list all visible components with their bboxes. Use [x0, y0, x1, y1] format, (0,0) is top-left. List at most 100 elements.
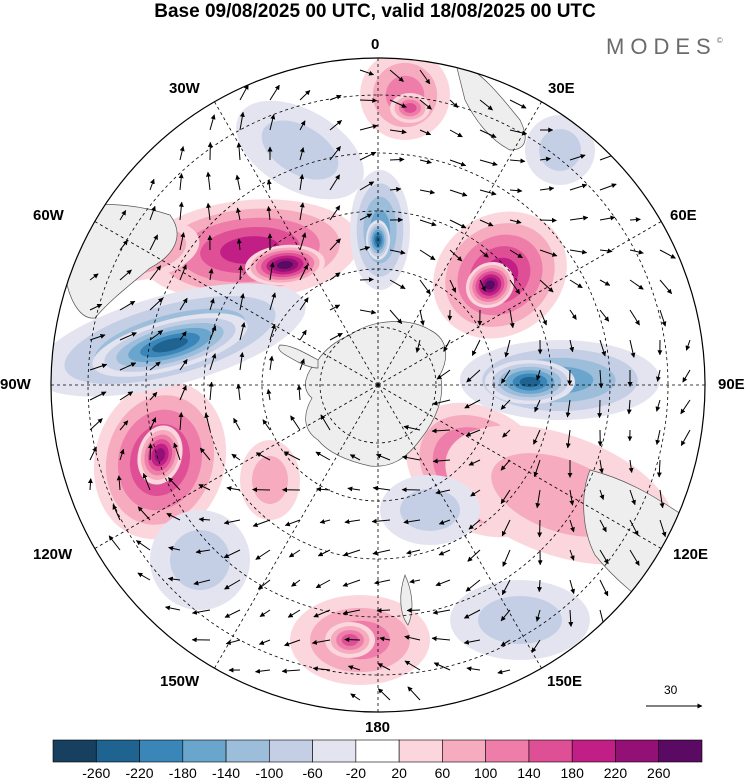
wind-arrow: [89, 273, 99, 281]
wind-arrow: [284, 519, 301, 527]
logo-mark: ©: [716, 36, 723, 45]
anomaly-contour: [154, 448, 166, 462]
wind-arrow: [629, 549, 640, 566]
wind-arrow: [470, 489, 481, 497]
wind-arrow: [208, 268, 214, 281]
wind-arrow: [252, 519, 271, 527]
wind-arrow: [432, 609, 451, 615]
wind-arrow: [599, 579, 609, 597]
wind-arrow: [119, 448, 125, 461]
lon-label-60w: 60W: [33, 207, 64, 224]
wind-arrow: [359, 69, 375, 76]
wind-arrow: [479, 189, 497, 196]
wind-arrow: [569, 339, 575, 353]
wind-arrow: [539, 156, 552, 162]
wind-arrow: [329, 174, 341, 191]
wind-arrow: [404, 635, 421, 641]
meridian-line: [94, 221, 379, 386]
wind-arrow: [299, 202, 305, 221]
meridian-line: [214, 384, 379, 669]
wind-arrow: [372, 549, 391, 556]
wind-arrow: [137, 506, 151, 521]
wind-arrow: [419, 219, 437, 227]
wind-arrow: [209, 114, 216, 131]
colorbar-tick-label: -180: [168, 765, 197, 781]
lon-label-180: 180: [365, 719, 391, 736]
wind-arrow: [419, 69, 431, 85]
wind-arrow: [173, 442, 181, 461]
anomaly-contour: [400, 489, 460, 531]
colorbar-swatch: [442, 739, 486, 763]
wind-arrow: [629, 217, 641, 223]
wind-arrow: [119, 332, 137, 341]
colorbar-swatch: [269, 739, 313, 763]
wind-arrow: [659, 519, 667, 538]
wind-arrow: [431, 636, 451, 642]
wind-arrow: [539, 279, 554, 293]
wind-arrow: [235, 174, 241, 191]
wind-arrow: [629, 309, 640, 326]
wind-arrow: [372, 485, 391, 491]
anomaly-contour: [539, 129, 581, 171]
wind-arrow: [239, 111, 245, 131]
wind-arrow: [178, 173, 184, 191]
wind-arrow: [116, 475, 122, 491]
antarctica: [305, 321, 446, 467]
wind-arrow: [343, 549, 361, 557]
south-america: [65, 204, 178, 319]
wind-arrow: [374, 579, 391, 585]
wind-arrow: [599, 549, 609, 565]
wind-arrow: [208, 381, 214, 401]
meridian-line: [377, 101, 542, 386]
wind-arrow: [112, 504, 121, 521]
wind-arrow: [389, 279, 406, 290]
wind-arrow: [659, 249, 676, 259]
wind-arrow: [628, 459, 634, 473]
wind-arrow: [89, 303, 103, 311]
wind-arrow: [299, 232, 307, 251]
wind-arrow: [135, 540, 151, 551]
wind-arrow: [178, 412, 184, 431]
colorbar-tick-label: 100: [473, 765, 498, 781]
wind-arrow: [344, 519, 361, 525]
anomaly-contour: [403, 103, 417, 113]
wind-arrow: [371, 518, 391, 524]
wind-arrow: [534, 399, 541, 413]
wind-arrow: [535, 609, 541, 622]
map-title: Base 09/08/2025 00 UTC, valid 18/08/2025…: [154, 1, 596, 22]
wind-arrow: [179, 146, 185, 161]
wind-arrow: [329, 238, 341, 251]
wind-arrow: [655, 399, 661, 412]
colorbar-swatch: [398, 739, 443, 763]
wind-arrow: [465, 429, 481, 437]
wind-arrow: [168, 477, 181, 491]
wind-arrow: [329, 205, 341, 221]
colorbar-tick-label: -260: [82, 765, 111, 781]
latitude-circle: [319, 326, 437, 444]
wind-arrow: [198, 484, 211, 491]
wind-arrow: [659, 489, 665, 509]
wind-arrow: [233, 417, 241, 431]
colorbar-tick-label: -220: [125, 765, 154, 781]
wind-arrow: [432, 458, 451, 464]
latitude-circle: [145, 152, 611, 618]
wind-arrow: [501, 519, 511, 537]
wind-arrow: [179, 331, 187, 341]
wind-arrow: [329, 94, 342, 101]
colorbar-swatch: [182, 739, 227, 763]
wind-arrow: [149, 297, 164, 311]
wind-arrow: [509, 158, 526, 164]
wind-arrow: [598, 459, 604, 474]
wind-arrow: [409, 578, 421, 584]
wind-arrow: [259, 609, 271, 617]
wind-arrow: [465, 579, 481, 592]
wind-arrow: [223, 519, 241, 525]
anomaly-contour: [277, 260, 293, 270]
wind-arrow: [655, 429, 661, 445]
wind-arrow: [224, 579, 241, 590]
lon-label-30w: 30W: [169, 80, 200, 97]
colorbar-tick-label: 180: [560, 765, 584, 781]
wind-arrow: [359, 181, 375, 191]
wind-arrow: [568, 609, 574, 628]
